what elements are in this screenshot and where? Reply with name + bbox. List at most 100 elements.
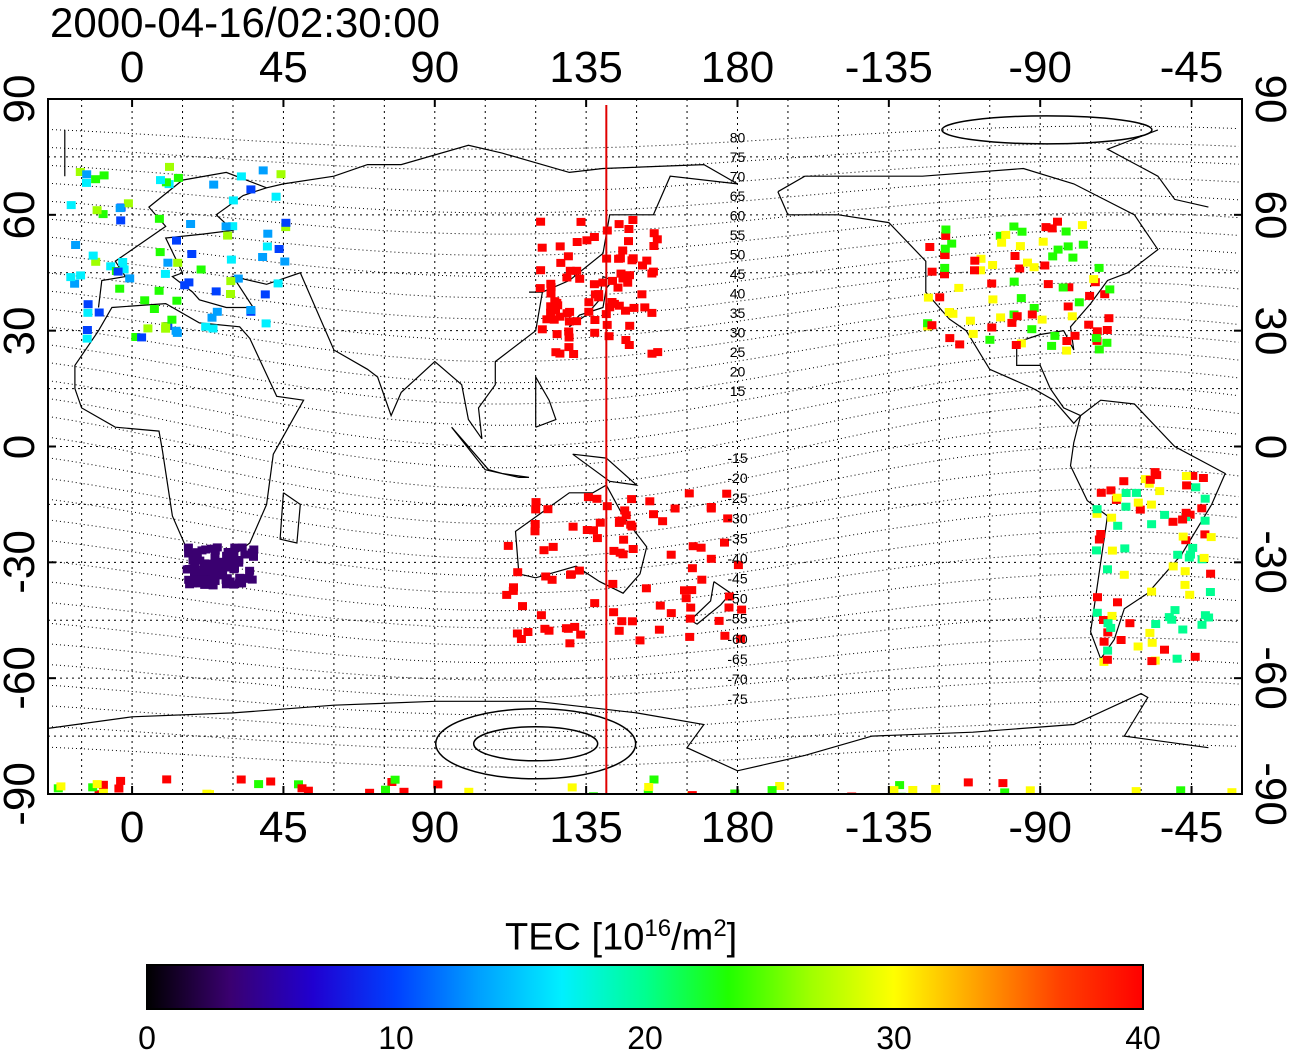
- tec-cell: [280, 257, 290, 266]
- colorbar-title: TEC [1016/m2]: [505, 915, 738, 959]
- contour-line: [48, 424, 1239, 507]
- tec-cell: [576, 217, 586, 226]
- tec-cell: [638, 261, 647, 270]
- tec-cell: [985, 335, 995, 344]
- tec-cell: [941, 231, 951, 240]
- tec-cell: [1119, 477, 1129, 486]
- tec-cell: [1009, 222, 1019, 231]
- tec-cell: [115, 284, 125, 293]
- tec-cell: [543, 505, 553, 514]
- tec-cell: [1160, 510, 1170, 519]
- tec-cell: [605, 303, 615, 312]
- tec-cell: [608, 276, 617, 285]
- tec-cell: [963, 778, 973, 787]
- tec-cell: [225, 577, 235, 586]
- lat-tick-label-left: 0: [0, 434, 44, 458]
- contour-line: [48, 264, 1239, 320]
- lat-tick-label-left: -60: [0, 646, 44, 710]
- tec-cell: [223, 231, 233, 240]
- tec-cell: [88, 251, 98, 260]
- tec-cell: [645, 497, 655, 506]
- tec-cell: [652, 235, 662, 244]
- contour-line: [48, 351, 1239, 426]
- tec-cell: [643, 789, 653, 794]
- tec-cell: [98, 210, 108, 219]
- contour-line: [48, 722, 1239, 751]
- tec-cell: [1092, 327, 1102, 336]
- tec-cell: [143, 324, 153, 333]
- contour-label: 70: [730, 169, 746, 185]
- tec-cell: [624, 341, 634, 349]
- tec-cell: [723, 514, 733, 523]
- tec-cell: [226, 277, 236, 286]
- tec-data-cells: [53, 162, 1237, 794]
- tec-cell: [1094, 345, 1104, 354]
- tec-cell: [720, 538, 729, 547]
- tec-cell: [161, 324, 171, 333]
- tec-cell: [616, 269, 626, 278]
- tec-cell: [614, 518, 624, 527]
- tec-cell: [1112, 493, 1122, 502]
- tec-cell: [217, 559, 227, 568]
- tec-cell: [1007, 318, 1017, 327]
- tec-cell: [207, 571, 217, 580]
- colorbar-tick-label: 40: [1125, 1020, 1161, 1056]
- tec-cell: [1102, 338, 1112, 347]
- contour-line: [48, 700, 1239, 733]
- tec-cell: [249, 552, 258, 561]
- tec-cell: [210, 576, 220, 585]
- tec-cell: [624, 237, 633, 246]
- tec-cell: [187, 250, 197, 258]
- tec-cell: [609, 546, 619, 555]
- contour-label: -40: [727, 550, 747, 566]
- tec-cell: [653, 348, 663, 357]
- tec-cell: [627, 256, 637, 265]
- tec-cell: [303, 786, 313, 794]
- tec-cell: [1040, 261, 1050, 270]
- tec-cell: [222, 562, 232, 571]
- coastline: [64, 129, 1209, 208]
- tec-cell: [182, 565, 192, 574]
- coastline: [689, 581, 732, 625]
- tec-cell: [173, 258, 183, 267]
- tec-cell: [908, 786, 918, 794]
- tec-cell: [509, 583, 518, 592]
- lon-tick-label-top: 90: [410, 43, 460, 92]
- tec-cell: [724, 592, 734, 601]
- tec-cell: [258, 253, 268, 261]
- tec-cell: [706, 503, 716, 511]
- lon-tick-label-bottom: 90: [410, 803, 460, 852]
- contour-label: -60: [727, 631, 747, 647]
- tec-cell: [1106, 623, 1116, 632]
- tec-cell: [167, 315, 177, 324]
- tec-cell: [1121, 489, 1131, 497]
- tec-cell: [566, 570, 575, 579]
- polar-contour-ring: [472, 726, 599, 762]
- tec-cell: [590, 316, 600, 324]
- tec-cell: [626, 520, 636, 529]
- tec-cell: [173, 173, 183, 182]
- tec-cell: [685, 614, 695, 623]
- contour-line: [48, 658, 1239, 699]
- lon-tick-label-top: 45: [258, 43, 308, 92]
- tec-cell: [572, 266, 582, 275]
- tec-cell: [75, 168, 85, 176]
- contour-label: -55: [727, 611, 747, 627]
- tec-cell: [1062, 346, 1072, 355]
- tec-cell: [503, 541, 513, 550]
- contour-label: 50: [730, 247, 746, 263]
- tec-cell: [1092, 509, 1102, 518]
- colorbar-tick-label: 0: [138, 1020, 156, 1056]
- tec-cell: [99, 171, 109, 180]
- tec-cell: [1023, 258, 1032, 267]
- tec-cell: [649, 775, 659, 784]
- lon-tick-label-bottom: 180: [700, 803, 775, 852]
- tec-cell: [118, 258, 128, 266]
- tec-cell: [565, 266, 575, 275]
- coastline: [535, 374, 557, 428]
- tec-cell: [131, 333, 141, 341]
- tec-cell: [733, 561, 743, 570]
- tec-cell: [1061, 227, 1071, 236]
- tec-cell: [523, 628, 533, 636]
- contour-label: -25: [727, 490, 747, 506]
